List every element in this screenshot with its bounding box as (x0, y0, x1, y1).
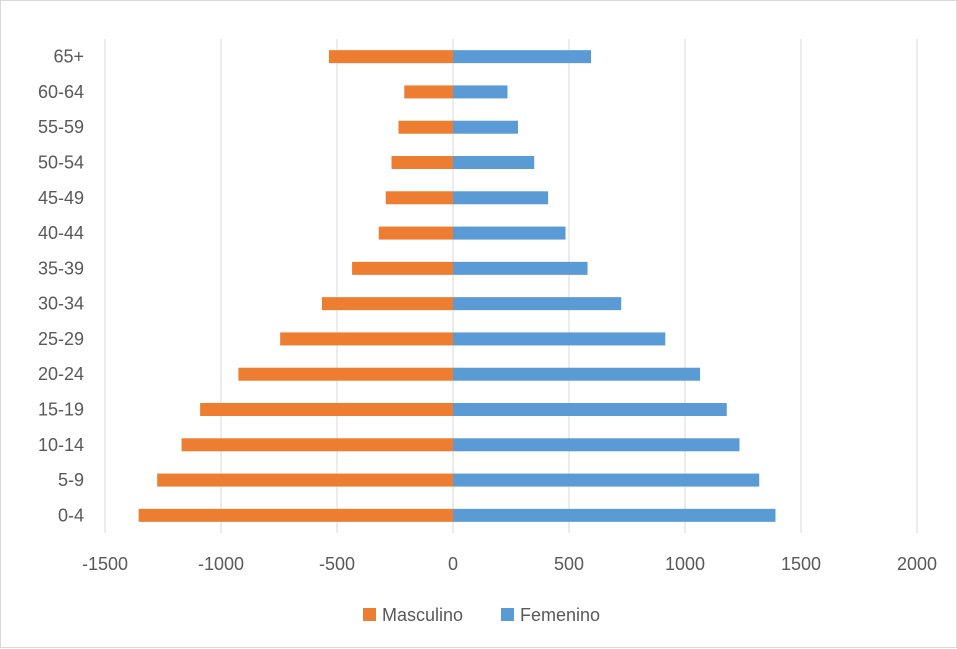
x-tick-label: -1000 (198, 554, 244, 574)
y-tick-label: 25-29 (38, 329, 84, 349)
legend-label-femenino: Femenino (520, 605, 600, 625)
bar-masculino-40-44 (378, 226, 453, 240)
bar-femenino-50-54 (453, 156, 535, 169)
bar-masculino-35-39 (352, 261, 453, 275)
x-tick-label: -500 (319, 554, 355, 574)
y-tick-label: 50-54 (38, 153, 84, 173)
bar-femenino-10-14 (453, 438, 740, 452)
x-tick-label: 0 (448, 554, 458, 574)
y-tick-label: 20-24 (38, 364, 84, 384)
bar-femenino-15-19 (453, 403, 727, 416)
legend-swatch-femenino (501, 608, 514, 621)
y-tick-label: 40-44 (38, 223, 84, 243)
bar-masculino-50-54 (391, 156, 453, 169)
x-tick-label: 1000 (665, 554, 705, 574)
bar-femenino-55-59 (453, 120, 518, 134)
bar-masculino-20-24 (238, 367, 453, 381)
y-tick-label: 15-19 (38, 400, 84, 420)
bar-femenino-65+ (453, 50, 592, 64)
bar-femenino-40-44 (453, 226, 566, 240)
y-tick-label: 65+ (53, 47, 84, 67)
x-tick-label: 500 (554, 554, 584, 574)
bar-femenino-35-39 (453, 261, 588, 275)
bar-femenino-45-49 (453, 191, 549, 205)
bar-masculino-45-49 (385, 191, 453, 205)
legend-swatch-masculino (363, 608, 376, 621)
bar-masculino-15-19 (200, 403, 453, 416)
bar-femenino-0-4 (453, 508, 776, 522)
bar-femenino-5-9 (453, 473, 760, 487)
bar-masculino-55-59 (398, 120, 453, 134)
y-tick-label: 60-64 (38, 82, 84, 102)
y-tick-label: 30-34 (38, 294, 84, 314)
bar-masculino-10-14 (181, 438, 453, 452)
bar-femenino-60-64 (453, 85, 508, 99)
y-tick-label: 10-14 (38, 435, 84, 455)
x-tick-label: -1500 (82, 554, 128, 574)
x-axis-labels: -1500 -1000 -500 0 500 1000 1500 2000 (82, 554, 937, 574)
gridlines (104, 39, 918, 533)
y-axis-labels: 0-4 5-9 10-14 15-19 20-24 25-29 30-34 35-39 40-4… (38, 47, 84, 526)
bar-masculino-25-29 (280, 332, 453, 346)
y-tick-label: 5-9 (58, 470, 84, 490)
y-tick-label: 55-59 (38, 117, 84, 137)
y-tick-label: 0-4 (58, 505, 84, 525)
x-tick-label: 1500 (781, 554, 821, 574)
legend-label-masculino: Masculino (382, 605, 463, 625)
bars (138, 50, 776, 522)
bar-femenino-25-29 (453, 332, 666, 346)
x-tick-label: 2000 (897, 554, 937, 574)
bar-masculino-30-34 (321, 297, 453, 311)
bar-masculino-0-4 (138, 508, 453, 522)
bar-masculino-5-9 (157, 473, 453, 487)
bar-masculino-65+ (328, 50, 453, 64)
legend: Masculino Femenino (363, 605, 600, 625)
bar-femenino-30-34 (453, 297, 622, 311)
y-tick-label: 35-39 (38, 258, 84, 278)
bar-femenino-20-24 (453, 367, 701, 381)
bar-masculino-60-64 (404, 85, 453, 99)
y-tick-label: 45-49 (38, 188, 84, 208)
